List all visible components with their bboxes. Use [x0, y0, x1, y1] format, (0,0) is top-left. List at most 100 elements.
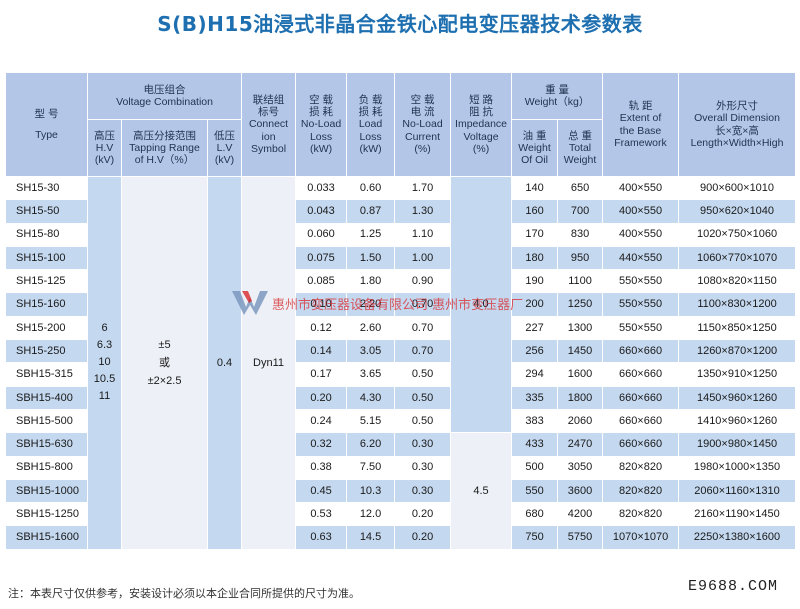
cell-dimension: 1980×1000×1350 — [678, 455, 797, 480]
cell-base: 660×660 — [602, 362, 680, 387]
cell-dimension: 1080×820×1150 — [678, 269, 797, 294]
cell-dimension: 1150×850×1250 — [678, 315, 797, 341]
table-row: SH15-200 0.12 2.60 0.70 227 1300 550×550 1150×8… — [5, 315, 797, 341]
cell-tap: ±5 或 ±2×2.5 — [121, 176, 208, 550]
cell-base: 400×550 — [602, 222, 680, 247]
cell-noload-current: 0.50 — [394, 408, 452, 434]
header-load-loss: 负 载损 耗 Load Loss (kW) — [346, 72, 396, 177]
footnote: 注：本表尺寸仅供参考，安装设计必须以本企业合同所提供的尺寸为准。 — [8, 587, 360, 600]
table-row: SBH15-315 0.17 3.65 0.50 294 1600 660×660 1350×… — [5, 362, 797, 387]
header-total-weight: 总 重 Total Weight — [557, 119, 604, 177]
cell-load-loss: 1.50 — [346, 245, 396, 271]
cell-oil-weight: 680 — [511, 502, 559, 527]
cell-dimension: 1450×960×1260 — [678, 385, 797, 410]
header-noload-current: 空 载电 流 No-Load Current (%) — [394, 72, 452, 177]
cell-oil-weight: 190 — [511, 269, 559, 294]
cell-dimension: 1260×870×1200 — [678, 339, 797, 364]
cell-noload-loss: 0.53 — [295, 502, 348, 527]
cell-load-loss: 3.05 — [346, 339, 396, 364]
cell-dimension: 2250×1380×1600 — [678, 525, 797, 550]
table-row: SBH15-630 0.32 6.20 0.30 4.5 433 2470 660×660 19… — [5, 432, 797, 550]
cell-type: SBH15-1000 — [5, 478, 88, 504]
cell-type: SH15-50 — [5, 199, 88, 224]
cell-total-weight: 650 — [557, 175, 604, 201]
cell-noload-current: 0.20 — [394, 525, 452, 550]
cell-base: 400×550 — [602, 199, 680, 224]
cell-dimension: 2060×1160×1310 — [678, 478, 797, 504]
cell-type: SH15-30 — [5, 175, 88, 201]
table-row: SBH15-400 0.20 4.30 0.50 335 1800 660×660 1450×… — [5, 385, 797, 410]
cell-total-weight: 1100 — [557, 269, 604, 294]
header-weight: 重 量 Weight（kg） — [511, 72, 604, 120]
cell-noload-current: 0.70 — [394, 292, 452, 317]
cell-dimension: 1060×770×1070 — [678, 245, 797, 271]
cell-noload-current: 0.30 — [394, 432, 452, 457]
header-connection: 联结组 标号 Connect ion Symbol — [241, 72, 297, 177]
cell-total-weight: 1800 — [557, 385, 604, 410]
cell-lv: 0.4 — [206, 176, 243, 550]
cell-noload-loss: 0.060 — [295, 222, 348, 247]
cell-noload-current: 0.30 — [394, 455, 452, 480]
cell-load-loss: 1.25 — [346, 222, 396, 247]
cell-load-loss: 3.65 — [346, 362, 396, 387]
cell-noload-loss: 0.20 — [295, 385, 348, 410]
table-row: SBH15-1000 0.45 10.3 0.30 550 3600 820×820 2060… — [5, 478, 797, 504]
header-lv: 低压 L.V (kV) — [206, 119, 243, 177]
cell-base: 820×820 — [602, 502, 680, 527]
cell-base: 660×660 — [602, 432, 680, 457]
cell-load-loss: 2.60 — [346, 315, 396, 341]
cell-dimension: 900×600×1010 — [678, 175, 797, 201]
cell-noload-current: 1.30 — [394, 199, 452, 224]
cell-total-weight: 3050 — [557, 455, 604, 480]
header-voltage-group: 电压组合 Voltage Combination — [86, 72, 243, 120]
cell-load-loss: 5.15 — [346, 408, 396, 434]
cell-noload-loss: 0.38 — [295, 455, 348, 480]
cell-noload-loss: 0.63 — [295, 525, 348, 550]
cell-total-weight: 1300 — [557, 315, 604, 341]
cell-base: 550×550 — [602, 292, 680, 317]
cell-load-loss: 7.50 — [346, 455, 396, 480]
cell-oil-weight: 170 — [511, 222, 559, 247]
cell-oil-weight: 500 — [511, 455, 559, 480]
cell-type: SH15-200 — [5, 315, 88, 341]
table-row: SBH15-500 0.24 5.15 0.50 383 2060 660×660 1410×… — [5, 408, 797, 434]
cell-oil-weight: 140 — [511, 175, 559, 201]
cell-hv: 6 6.3 10 10.5 11 — [87, 176, 122, 550]
cell-noload-loss: 0.32 — [295, 432, 348, 457]
cell-noload-loss: 0.10 — [295, 292, 348, 317]
cell-total-weight: 950 — [557, 245, 604, 271]
table-row: SH15-100 0.075 1.50 1.00 180 950 440×550 1060×7… — [5, 245, 797, 271]
cell-oil-weight: 227 — [511, 315, 559, 341]
cell-total-weight: 2470 — [557, 432, 604, 457]
header-base: 轨 距 Extent of the Base Framework — [602, 72, 680, 177]
cell-noload-current: 0.50 — [394, 385, 452, 410]
cell-dimension: 1020×750×1060 — [678, 222, 797, 247]
spec-table: 型 号 Type 电压组合 Voltage Combination 联结组 标号 Con… — [5, 72, 797, 550]
cell-type: SH15-125 — [5, 269, 88, 294]
cell-type: SBH15-315 — [5, 362, 88, 387]
cell-base: 1070×1070 — [602, 525, 680, 550]
cell-type: SBH15-630 — [5, 432, 88, 457]
cell-type: SBH15-500 — [5, 408, 88, 434]
cell-load-loss: 12.0 — [346, 502, 396, 527]
cell-base: 660×660 — [602, 339, 680, 364]
cell-oil-weight: 294 — [511, 362, 559, 387]
cell-type: SH15-100 — [5, 245, 88, 271]
cell-noload-loss: 0.17 — [295, 362, 348, 387]
cell-impedance-a: 4.0 — [450, 175, 513, 434]
cell-connection: Dyn11 — [241, 176, 297, 550]
cell-dimension: 1900×980×1450 — [678, 432, 797, 457]
cell-noload-current: 1.70 — [394, 175, 452, 201]
cell-load-loss: 0.60 — [346, 175, 396, 201]
cell-type: SBH15-400 — [5, 385, 88, 410]
header-dimension: 外形尺寸 Overall Dimension 长×宽×高 Length×Width×H… — [678, 72, 797, 177]
table-row: SBH15-800 0.38 7.50 0.30 500 3050 820×820 1980×… — [5, 455, 797, 480]
table-row: SH15-80 0.060 1.25 1.10 170 830 400×550 1020×75… — [5, 222, 797, 247]
cell-dimension: 950×620×1040 — [678, 199, 797, 224]
cell-type: SBH15-800 — [5, 455, 88, 480]
cell-type: SH15-80 — [5, 222, 88, 247]
header-oil-weight: 油 重 Weight Of Oil — [511, 119, 559, 177]
table-row: SBH15-1600 0.63 14.5 0.20 750 5750 1070×1070 22… — [5, 525, 797, 550]
cell-load-loss: 2.20 — [346, 292, 396, 317]
cell-total-weight: 4200 — [557, 502, 604, 527]
